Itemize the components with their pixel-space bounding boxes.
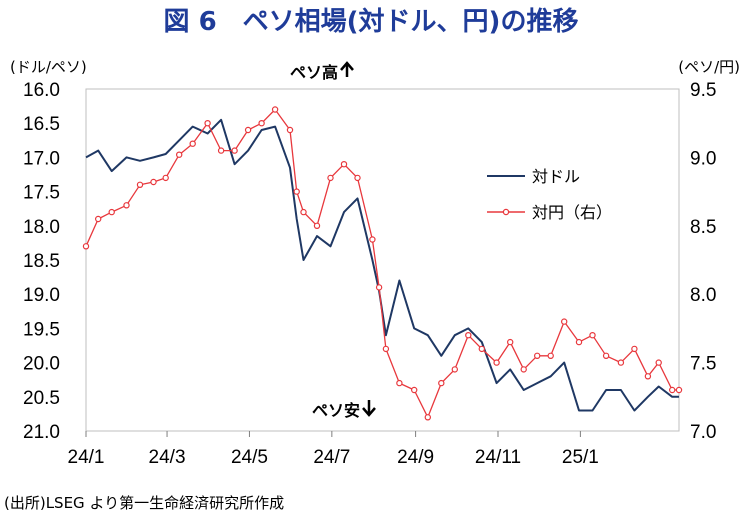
left-tick-label: 18.5 [23, 251, 60, 272]
svg-text:ペソ高: ペソ高 [290, 63, 338, 82]
series-point-1 [150, 178, 157, 186]
left-tick-label: 18.0 [23, 217, 60, 238]
series-point-1 [293, 188, 300, 195]
x-tick-label: 24/7 [313, 447, 350, 468]
series-point-1 [123, 202, 130, 209]
svg-text:ペソ安: ペソ安 [312, 401, 360, 420]
series-point-1 [411, 386, 418, 394]
series-point-1 [493, 359, 500, 366]
series-point-1 [675, 386, 683, 394]
series-point-1 [561, 318, 568, 325]
series-point-1 [175, 151, 183, 158]
series-point-1 [258, 119, 265, 127]
x-axis: 24/1 24/3 24/5 24/7 24/9 24/11 25/1 [68, 431, 599, 468]
left-tick-label: 17.0 [23, 148, 60, 169]
annotation-bottom: ペソ安 [312, 400, 376, 420]
series-point-1 [438, 379, 445, 387]
series-point-1 [644, 373, 652, 380]
series-point-1 [655, 359, 662, 366]
right-tick-label: 9.0 [690, 148, 716, 169]
series-point-1 [82, 243, 90, 250]
series-point-1 [589, 332, 596, 339]
series-point-1 [424, 414, 431, 421]
series-point-1 [575, 338, 583, 346]
right-axis: 9.5 9.0 8.5 8.0 7.5 7.0 [690, 80, 716, 443]
left-tick-label: 20.5 [23, 388, 60, 409]
series-point-1 [271, 106, 279, 113]
series-point-1 [300, 208, 307, 216]
series-point-1 [547, 352, 554, 359]
annotation-top: ペソ高 [290, 61, 354, 82]
series-point-1 [354, 174, 361, 182]
left-tick-label: 20.0 [23, 354, 60, 375]
right-tick-label: 8.0 [690, 285, 716, 306]
legend-marker-jpy [502, 208, 510, 216]
series-point-1 [94, 215, 102, 223]
left-tick-label: 19.5 [23, 319, 60, 340]
arrow-up-icon [340, 61, 354, 77]
chart-title: 図 6 ペソ相場(対ドル、円)の推移 [164, 7, 579, 37]
series-point-1 [313, 222, 321, 229]
left-tick-label: 21.0 [23, 422, 60, 443]
plot-area [85, 88, 680, 432]
source-note: (出所)LSEG より第一生命経済研究所作成 [4, 494, 284, 512]
legend-label-jpy: 対円（右） [532, 203, 612, 222]
x-tick-label: 24/1 [68, 447, 105, 468]
series-point-1 [286, 126, 294, 134]
series-point-1 [217, 147, 225, 154]
series-point-1 [327, 174, 334, 182]
left-tick-label: 17.5 [23, 183, 60, 204]
left-axis: 16.0 16.5 17.0 17.5 18.0 18.5 19.0 19.5 20.0 20.5… [23, 80, 60, 443]
series-point-1 [478, 345, 485, 353]
series-point-1 [534, 352, 541, 359]
arrow-down-icon [362, 400, 376, 417]
series-point-1 [244, 126, 252, 134]
x-tick-label: 24/9 [397, 447, 434, 468]
series-point-1 [369, 236, 376, 243]
left-tick-label: 19.0 [23, 285, 60, 306]
series-point-1 [340, 160, 348, 168]
series-point-1 [382, 345, 390, 353]
series-point-1 [375, 284, 383, 291]
series-point-1 [396, 379, 403, 387]
right-tick-label: 7.5 [690, 354, 716, 375]
series-point-1 [602, 352, 610, 359]
series-point-1 [231, 147, 238, 154]
series-point-1 [108, 208, 115, 216]
legend: 対ドル 対円（右） [487, 167, 612, 222]
left-axis-unit: (ドル/ペソ) [10, 58, 87, 76]
left-tick-label: 16.5 [23, 114, 60, 135]
series-layer [82, 106, 683, 421]
right-axis-unit: (ペソ/円) [678, 58, 740, 76]
series-point-1 [631, 345, 638, 353]
x-tick-label: 24/11 [475, 447, 521, 468]
legend-label-usd: 対ドル [532, 167, 580, 186]
x-tick-label: 24/3 [149, 447, 186, 468]
series-point-1 [617, 359, 625, 366]
series-point-1 [507, 338, 514, 346]
series-point-1 [162, 174, 169, 182]
right-tick-label: 8.5 [690, 217, 716, 238]
series-point-1 [520, 366, 527, 373]
series-point-1 [136, 181, 144, 188]
left-tick-label: 16.0 [23, 80, 60, 101]
right-tick-label: 7.0 [690, 422, 716, 443]
right-tick-label: 9.5 [690, 80, 716, 101]
series-point-1 [189, 140, 196, 147]
series-point-1 [204, 119, 211, 127]
series-point-1 [465, 332, 472, 339]
x-tick-label: 24/5 [231, 447, 268, 468]
x-tick-label: 25/1 [562, 447, 599, 468]
series-point-1 [451, 366, 458, 373]
series-point-1 [669, 386, 676, 394]
